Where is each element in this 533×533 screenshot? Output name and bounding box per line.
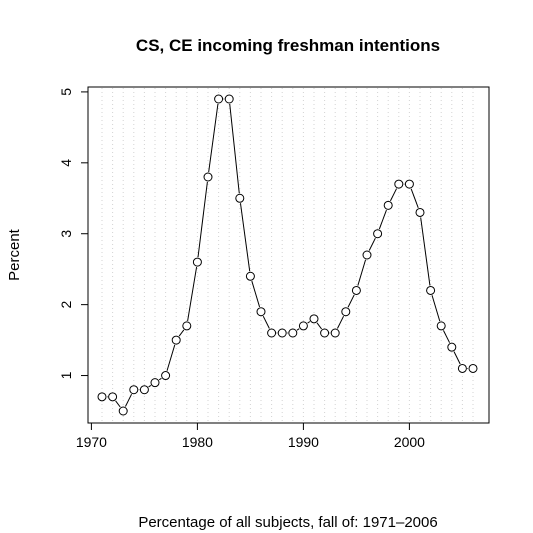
series-segment-1972: [115, 400, 121, 408]
series-segment-1981: [208, 103, 219, 173]
data-point-1977: [161, 371, 171, 381]
series-segment-1973: [124, 393, 133, 407]
series-segment-2003: [442, 330, 451, 343]
series-line-layer: [107, 98, 468, 408]
data-point-1983: [224, 94, 234, 104]
x-tick-label-1990: 1990: [288, 434, 319, 450]
x-axis-label: Percentage of all subjects, fall of: 197…: [138, 514, 437, 531]
data-point-1990: [298, 321, 308, 331]
data-point-2006: [468, 363, 478, 373]
x-tick-label-1970: 1970: [76, 434, 107, 450]
data-point-2000: [404, 179, 414, 189]
series-segment-1990: [307, 321, 311, 324]
data-point-1976: [150, 378, 160, 388]
data-point-2001: [415, 207, 425, 217]
data-point-1998: [383, 200, 393, 210]
x-axis: 1970 1980 1990 2000: [76, 422, 425, 450]
plot-frame: [87, 86, 490, 424]
y-tick-label-5: 5: [58, 88, 74, 96]
series-segment-1977: [166, 344, 176, 371]
series-segment-1998: [389, 188, 398, 202]
series-segment-1991: [316, 322, 323, 330]
x-tick-label-2000: 2000: [394, 434, 425, 450]
data-point-1996: [362, 250, 372, 260]
y-tick-label-1: 1: [58, 371, 74, 379]
series-segment-2000: [410, 188, 419, 208]
y-tick-label-4: 4: [58, 159, 74, 167]
data-point-1980: [192, 257, 202, 267]
series-segment-1983: [229, 103, 240, 194]
data-point-1971: [97, 392, 107, 402]
series-segment-1996: [368, 237, 376, 251]
data-point-1982: [214, 94, 224, 104]
data-point-1987: [267, 328, 277, 338]
data-point-1984: [235, 193, 245, 203]
series-segment-1997: [378, 209, 387, 230]
y-axis: 1 2 3 4 5: [58, 88, 89, 379]
data-point-1994: [341, 307, 351, 317]
y-axis-label: Percent: [6, 228, 23, 281]
x-tick-label-1980: 1980: [182, 434, 213, 450]
series-segment-1994: [347, 294, 355, 308]
y-tick-label-3: 3: [58, 230, 74, 238]
chart-title: CS, CE incoming freshman intentions: [136, 36, 440, 55]
series-segment-1979: [187, 266, 198, 322]
series-segment-2004: [453, 351, 461, 365]
data-point-1974: [129, 385, 139, 395]
series-segment-1993: [336, 315, 345, 329]
data-point-1992: [320, 328, 330, 338]
series-segment-1995: [357, 259, 367, 286]
series-segment-1976: [158, 377, 162, 381]
grid-layer: [101, 88, 474, 422]
series-segment-2002: [431, 295, 441, 322]
data-point-2005: [457, 363, 467, 373]
series-segment-1984: [239, 203, 251, 272]
data-point-1981: [203, 172, 213, 182]
series-segment-1985: [251, 280, 261, 308]
series-segment-1978: [178, 329, 185, 337]
data-point-2003: [436, 321, 446, 331]
series-segment-1986: [262, 315, 270, 329]
data-point-1986: [256, 307, 266, 317]
data-point-1979: [182, 321, 192, 331]
data-point-1999: [394, 179, 404, 189]
y-tick-label-2: 2: [58, 301, 74, 309]
data-point-1995: [351, 285, 361, 295]
series-segment-1989: [296, 328, 300, 331]
data-point-1978: [171, 335, 181, 345]
data-point-1988: [277, 328, 287, 338]
series-segment-1980: [197, 181, 208, 258]
data-point-1985: [245, 271, 255, 281]
data-point-2002: [426, 285, 436, 295]
series-segment-2001: [420, 217, 431, 286]
data-point-1989: [288, 328, 298, 338]
data-point-1975: [139, 385, 149, 395]
data-point-1991: [309, 314, 319, 324]
data-point-2004: [447, 342, 457, 352]
data-point-1993: [330, 328, 340, 338]
data-point-1973: [118, 406, 128, 416]
data-point-1972: [108, 392, 118, 402]
data-points-layer: [97, 94, 478, 416]
series-segment-1975: [148, 385, 152, 388]
data-point-1997: [373, 229, 383, 239]
